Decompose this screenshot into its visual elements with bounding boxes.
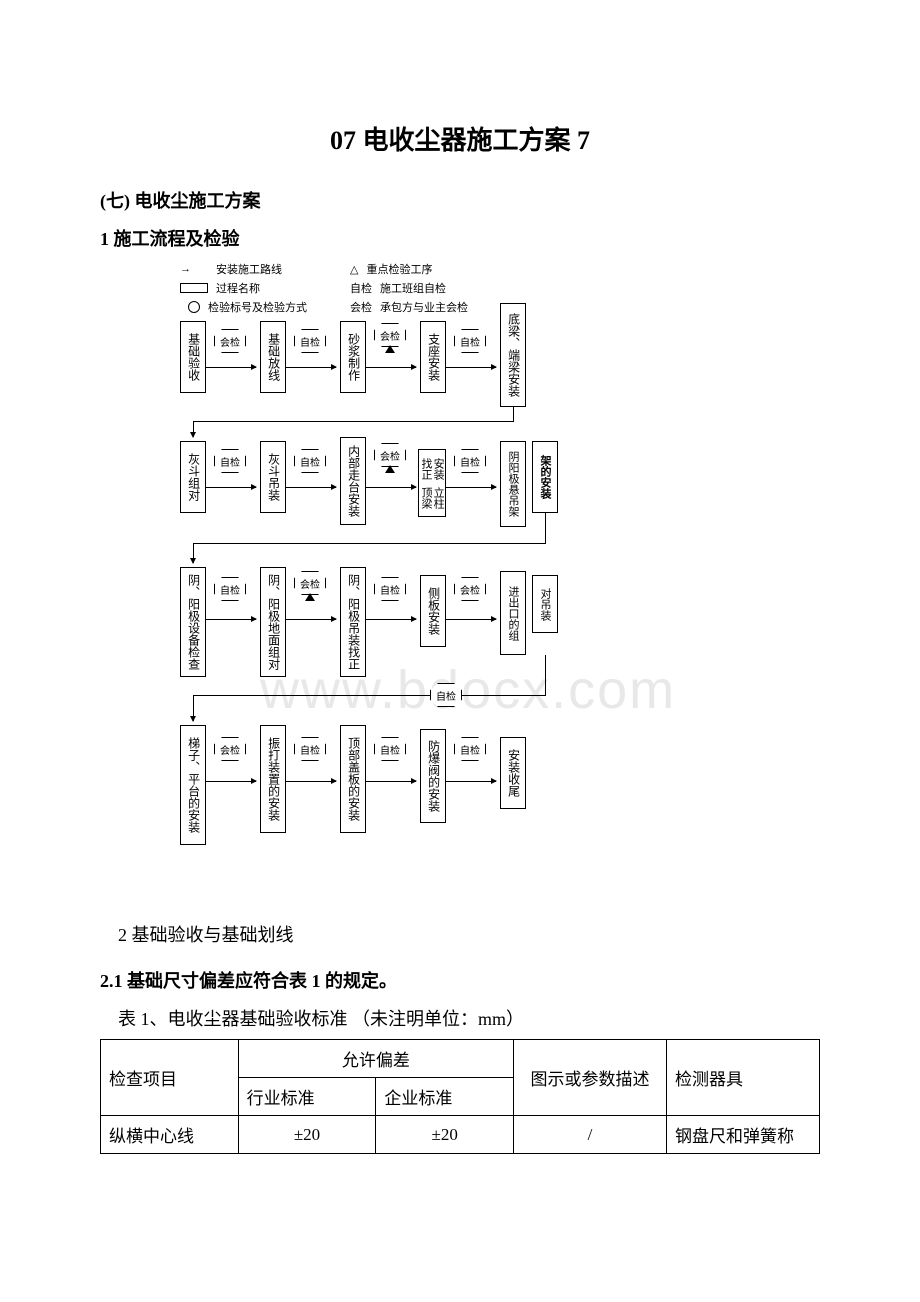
flow-box-2-5: 阴阳极悬吊架 (500, 441, 526, 527)
flow-box-2-2: 灰斗吊装 (260, 441, 286, 513)
check-1-2: 自检 (294, 329, 326, 353)
check-5-2: 自检 (294, 737, 326, 761)
legend-zijian: 自检 (350, 280, 372, 296)
check-3-3: 自检 (374, 577, 406, 601)
table-row: 纵横中心线 ±20 ±20 / 钢盘尺和弹簧称 (101, 1116, 820, 1154)
th-enterprise: 企业标准 (376, 1078, 514, 1116)
flow-box-2-3: 内部走台安装 (340, 437, 366, 525)
table-caption: 表 1、电收尘器基础验收标准 （未注明单位：mm） (100, 1005, 820, 1031)
th-params: 图示或参数描述 (514, 1040, 667, 1116)
check-1-1: 会检 (214, 329, 246, 353)
legend-left: → 安装施工路线 过程名称 检验标号及检验方式 (180, 261, 307, 318)
flow-box-1-4: 支座安装 (420, 321, 446, 393)
flow-box-3-3: 阴、阳极吊装找正 (340, 567, 366, 677)
th-deviation: 允许偏差 (238, 1040, 513, 1078)
legend-huijian: 会检 (350, 299, 372, 315)
check-5-3: 自检 (374, 737, 406, 761)
td-enterprise: ±20 (376, 1116, 514, 1154)
flow-box-5-1: 梯子、平台的安装 (180, 725, 206, 845)
flow-box-5-3: 顶部盖板的安装 (340, 725, 366, 833)
flow-box-1-1: 基础验收 (180, 321, 206, 393)
flow-box-3-4: 侧板安装 (420, 575, 446, 647)
check-3-4: 会检 (454, 577, 486, 601)
legend-arrow-label: 安装施工路线 (216, 261, 282, 277)
legend-huijian-desc: 承包方与业主会检 (380, 299, 468, 315)
heading-1: 1 施工流程及检验 (100, 225, 820, 251)
check-2-4: 自检 (454, 449, 486, 473)
check-3-2: 会检 (294, 571, 326, 595)
legend-tri-label: 重点检验工序 (366, 261, 432, 277)
table-header-row-1: 检查项目 允许偏差 图示或参数描述 检测器具 (101, 1040, 820, 1078)
flow-box-1-5: 底梁、端梁安装 (500, 303, 526, 407)
flow-box-5-2: 振打装置的安装 (260, 725, 286, 833)
check-4: 自检 (430, 683, 462, 707)
td-params: / (514, 1116, 667, 1154)
flow-box-1-2: 基础放线 (260, 321, 286, 393)
check-3-1: 自检 (214, 577, 246, 601)
check-5-4: 自检 (454, 737, 486, 761)
watermark: www.bdocx.com (260, 659, 676, 721)
check-2-3: 会检 (374, 443, 406, 467)
flow-box-5-5: 安装收尾 (500, 737, 526, 809)
flow-box-2-5b: 架的安装 (532, 441, 558, 513)
check-2-1: 自检 (214, 449, 246, 473)
legend-zijian-desc: 施工班组自检 (380, 280, 446, 296)
check-5-1: 会检 (214, 737, 246, 761)
standards-table: 检查项目 允许偏差 图示或参数描述 检测器具 行业标准 企业标准 纵横中心线 ±… (100, 1039, 820, 1154)
flow-box-3-5: 进出口的组 (500, 571, 526, 655)
check-2-2: 自检 (294, 449, 326, 473)
heading-7: (七) 电收尘施工方案 (100, 187, 820, 213)
legend-right: △ 重点检验工序 自检 施工班组自检 会检 承包方与业主会检 (350, 261, 468, 318)
section-2-1-heading: 2.1 基础尺寸偏差应符合表 1 的规定。 (100, 967, 820, 993)
flow-box-2-4: 安装找正 立柱顶梁 (418, 449, 446, 517)
flow-box-3-5b: 对吊装 (532, 575, 558, 633)
legend-circle-label: 检验标号及检验方式 (208, 299, 307, 315)
td-tools: 钢盘尺和弹簧称 (667, 1116, 820, 1154)
flowchart: → 安装施工路线 过程名称 检验标号及检验方式 △ 重点检验工序 自检 施工班组… (180, 261, 740, 891)
th-tools: 检测器具 (667, 1040, 820, 1116)
flow-box-1-3: 砂浆制作 (340, 321, 366, 393)
th-item: 检查项目 (101, 1040, 239, 1116)
legend-rect-label: 过程名称 (216, 280, 260, 296)
td-item: 纵横中心线 (101, 1116, 239, 1154)
flow-box-2-1: 灰斗组对 (180, 441, 206, 513)
flow-box-3-1: 阴、阳极设备检查 (180, 567, 206, 677)
check-1-4: 自检 (454, 329, 486, 353)
td-industry: ±20 (238, 1116, 376, 1154)
th-industry: 行业标准 (238, 1078, 376, 1116)
check-1-3: 会检 (374, 323, 406, 347)
page-title: 07 电收尘器施工方案 7 (100, 120, 820, 157)
section-2-text: 2 基础验收与基础划线 (100, 921, 820, 947)
flow-box-3-2: 阴、阳极地面组对 (260, 567, 286, 677)
flow-box-5-4: 防爆阀的安装 (420, 729, 446, 823)
